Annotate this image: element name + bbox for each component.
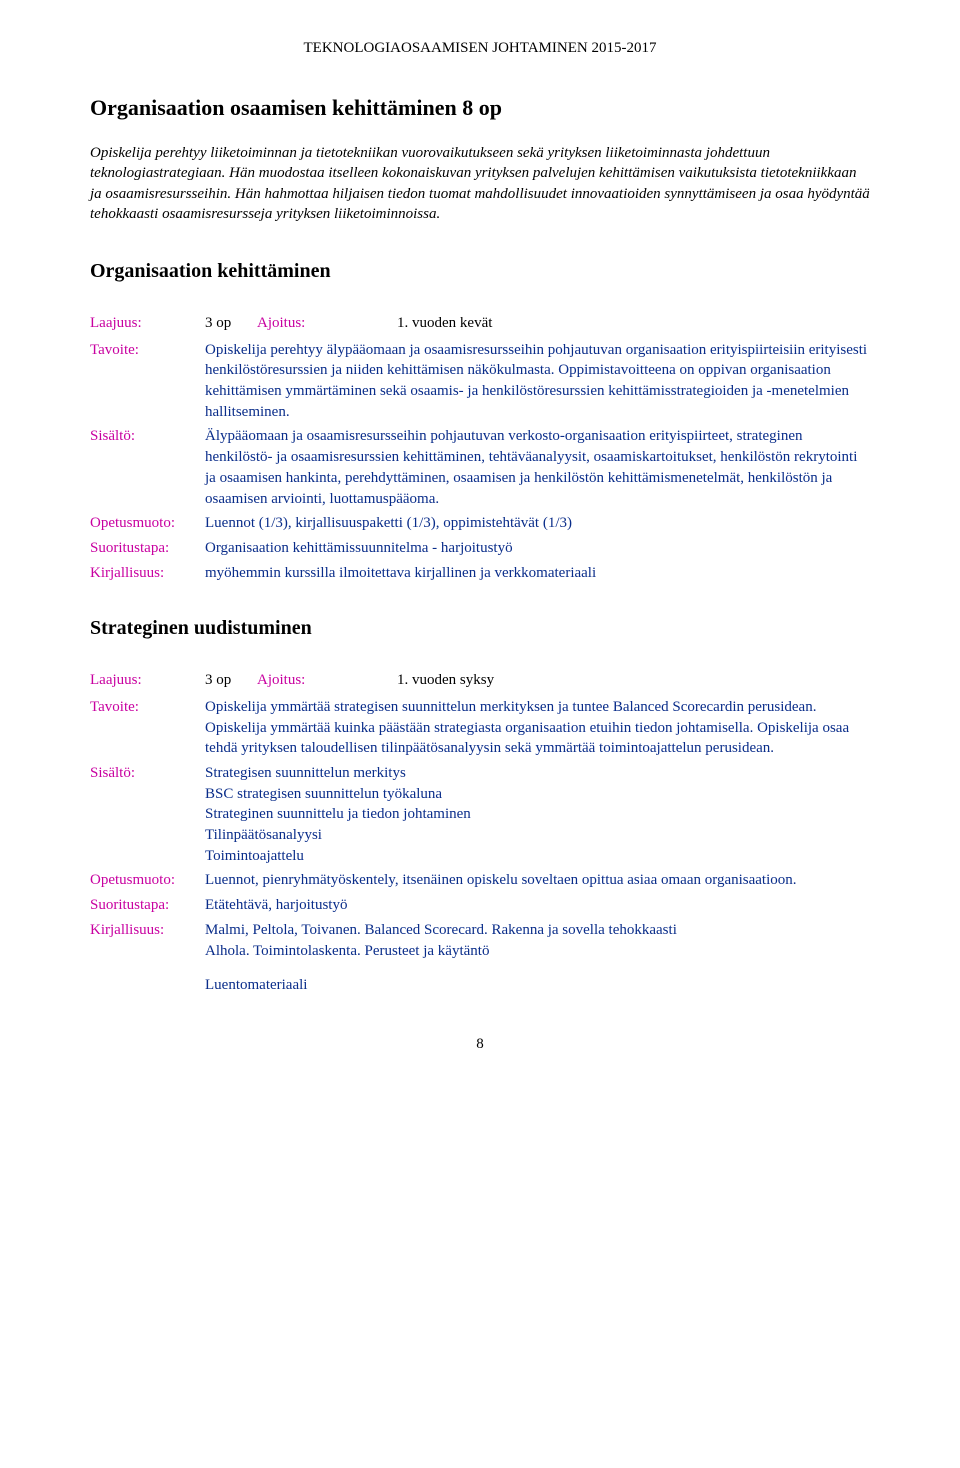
suoritustapa-value: Etätehtävä, harjoitustyö (205, 895, 870, 916)
course2-laajuus-row: Laajuus: 3 op Ajoitus: 1. vuoden syksy (90, 670, 870, 691)
sisalto-line: BSC strategisen suunnittelun työkaluna (205, 784, 870, 805)
course2-title: Strateginen uudistuminen (90, 617, 870, 640)
course-block-1: Organisaation kehittäminen Laajuus: 3 op… (90, 260, 870, 583)
kirjallisuus-line: Malmi, Peltola, Toivanen. Balanced Score… (205, 920, 870, 941)
suoritustapa-value: Organisaation kehittämissuunnitelma - ha… (205, 538, 870, 559)
course2-opetusmuoto-row: Opetusmuoto: Luennot, pienryhmätyöskente… (90, 870, 870, 891)
laajuus-label: Laajuus: (90, 313, 205, 334)
ajoitus-label: Ajoitus: (257, 670, 397, 691)
sisalto-value: Strategisen suunnittelun merkitys BSC st… (205, 763, 870, 866)
sisalto-line: Strateginen suunnittelu ja tiedon johtam… (205, 804, 870, 825)
course2-sisalto-row: Sisältö: Strategisen suunnittelun merkit… (90, 763, 870, 866)
tavoite-value: Opiskelija perehtyy älypääomaan ja osaam… (205, 340, 870, 423)
kirjallisuus-label: Kirjallisuus: (90, 563, 205, 584)
course1-sisalto-row: Sisältö: Älypääomaan ja osaamisresurssei… (90, 426, 870, 509)
kirjallisuus-line: Luentomateriaali (205, 975, 870, 996)
kirjallisuus-label: Kirjallisuus: (90, 920, 205, 996)
tavoite-value: Opiskelija ymmärtää strategisen suunnitt… (205, 697, 870, 759)
course1-opetusmuoto-row: Opetusmuoto: Luennot (1/3), kirjallisuus… (90, 513, 870, 534)
opetusmuoto-value: Luennot (1/3), kirjallisuuspaketti (1/3)… (205, 513, 870, 534)
course2-suoritustapa-row: Suoritustapa: Etätehtävä, harjoitustyö (90, 895, 870, 916)
opetusmuoto-label: Opetusmuoto: (90, 870, 205, 891)
kirjallisuus-value: Malmi, Peltola, Toivanen. Balanced Score… (205, 920, 870, 996)
opetusmuoto-value: Luennot, pienryhmätyöskentely, itsenäine… (205, 870, 870, 891)
sisalto-line: Strategisen suunnittelun merkitys (205, 763, 870, 784)
course2-kirjallisuus-row: Kirjallisuus: Malmi, Peltola, Toivanen. … (90, 920, 870, 996)
course1-laajuus-row: Laajuus: 3 op Ajoitus: 1. vuoden kevät (90, 313, 870, 334)
tavoite-label: Tavoite: (90, 697, 205, 759)
ajoitus-label: Ajoitus: (257, 313, 397, 334)
course1-kirjallisuus-row: Kirjallisuus: myöhemmin kurssilla ilmoit… (90, 563, 870, 584)
sisalto-line: Tilinpäätösanalyysi (205, 825, 870, 846)
opetusmuoto-label: Opetusmuoto: (90, 513, 205, 534)
course-block-2: Strateginen uudistuminen Laajuus: 3 op A… (90, 617, 870, 996)
main-title: Organisaation osaamisen kehittäminen 8 o… (90, 95, 870, 121)
laajuus-value: 3 op (205, 313, 257, 334)
sisalto-line: Toimintoajattelu (205, 846, 870, 867)
course1-title: Organisaation kehittäminen (90, 260, 870, 283)
intro-paragraph: Opiskelija perehtyy liiketoiminnan ja ti… (90, 143, 870, 224)
sisalto-label: Sisältö: (90, 763, 205, 866)
course1-tavoite-row: Tavoite: Opiskelija perehtyy älypääomaan… (90, 340, 870, 423)
kirjallisuus-value: myöhemmin kurssilla ilmoitettava kirjall… (205, 563, 870, 584)
sisalto-label: Sisältö: (90, 426, 205, 509)
kirjallisuus-line: Alhola. Toimintolaskenta. Perusteet ja k… (205, 941, 870, 962)
ajoitus-value: 1. vuoden syksy (397, 670, 870, 691)
page-number: 8 (90, 1036, 870, 1053)
course1-suoritustapa-row: Suoritustapa: Organisaation kehittämissu… (90, 538, 870, 559)
ajoitus-value: 1. vuoden kevät (397, 313, 870, 334)
tavoite-label: Tavoite: (90, 340, 205, 423)
suoritustapa-label: Suoritustapa: (90, 895, 205, 916)
laajuus-value: 3 op (205, 670, 257, 691)
laajuus-label: Laajuus: (90, 670, 205, 691)
page-header: TEKNOLOGIAOSAAMISEN JOHTAMINEN 2015-2017 (90, 40, 870, 57)
suoritustapa-label: Suoritustapa: (90, 538, 205, 559)
sisalto-value: Älypääomaan ja osaamisresursseihin pohja… (205, 426, 870, 509)
course2-tavoite-row: Tavoite: Opiskelija ymmärtää strategisen… (90, 697, 870, 759)
